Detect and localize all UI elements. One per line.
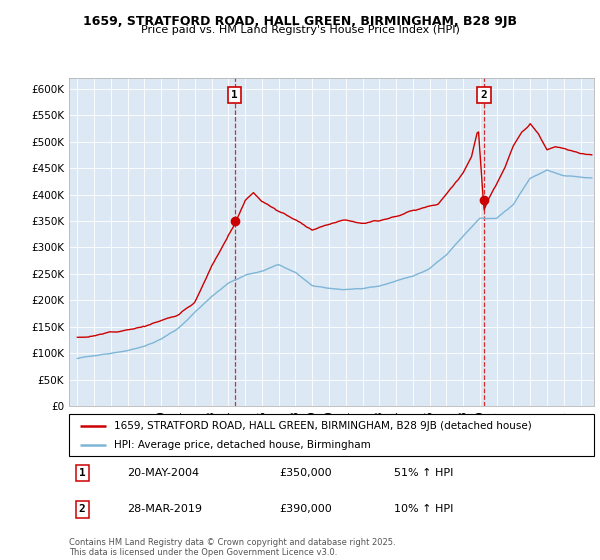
Text: 2: 2	[481, 90, 487, 100]
Text: 20-MAY-2004: 20-MAY-2004	[127, 468, 199, 478]
Text: 10% ↑ HPI: 10% ↑ HPI	[395, 505, 454, 515]
Text: HPI: Average price, detached house, Birmingham: HPI: Average price, detached house, Birm…	[113, 440, 370, 450]
Text: 51% ↑ HPI: 51% ↑ HPI	[395, 468, 454, 478]
Text: 2: 2	[79, 505, 86, 515]
Text: 28-MAR-2019: 28-MAR-2019	[127, 505, 202, 515]
Text: 1: 1	[232, 90, 238, 100]
Text: £390,000: £390,000	[279, 505, 332, 515]
Text: £350,000: £350,000	[279, 468, 332, 478]
Text: Price paid vs. HM Land Registry's House Price Index (HPI): Price paid vs. HM Land Registry's House …	[140, 25, 460, 35]
Text: 1659, STRATFORD ROAD, HALL GREEN, BIRMINGHAM, B28 9JB (detached house): 1659, STRATFORD ROAD, HALL GREEN, BIRMIN…	[113, 421, 532, 431]
Text: 1: 1	[79, 468, 86, 478]
Text: 1659, STRATFORD ROAD, HALL GREEN, BIRMINGHAM, B28 9JB: 1659, STRATFORD ROAD, HALL GREEN, BIRMIN…	[83, 15, 517, 27]
FancyBboxPatch shape	[69, 414, 594, 456]
Text: Contains HM Land Registry data © Crown copyright and database right 2025.
This d: Contains HM Land Registry data © Crown c…	[69, 538, 395, 557]
